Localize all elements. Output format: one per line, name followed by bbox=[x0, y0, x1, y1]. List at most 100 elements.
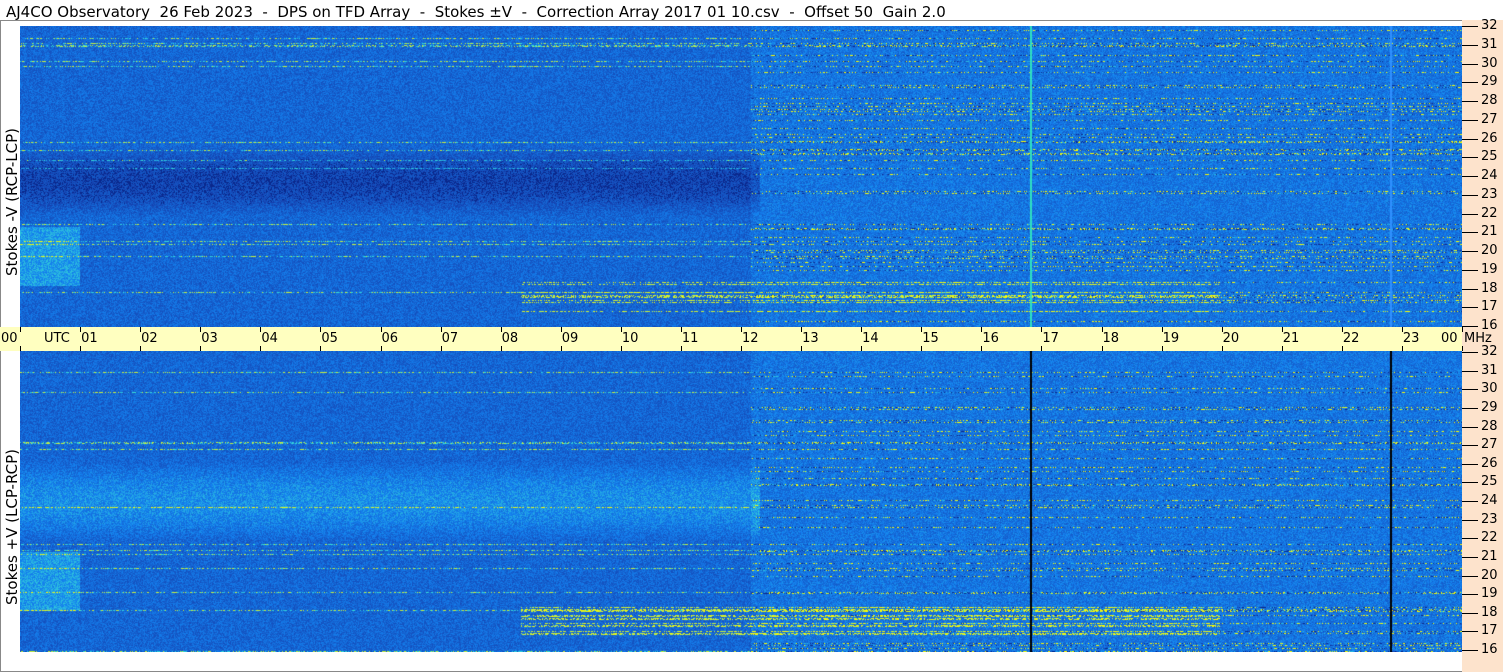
x-tick-label: 14 bbox=[862, 331, 879, 346]
y-tick bbox=[1462, 44, 1478, 46]
y-tick bbox=[1462, 612, 1478, 614]
x-tick bbox=[1462, 327, 1463, 332]
x-tick bbox=[260, 327, 262, 332]
x-tick-label: 17 bbox=[1042, 331, 1059, 346]
y-tick-label: 29 bbox=[1481, 74, 1498, 90]
spectrogram-canvas-top bbox=[20, 26, 1462, 327]
spectrogram-canvas-bottom bbox=[20, 351, 1462, 652]
y-tick bbox=[1462, 194, 1478, 196]
y-tick bbox=[1462, 326, 1478, 327]
x-tick-label: 06 bbox=[381, 331, 399, 346]
y-tick bbox=[1462, 269, 1478, 271]
x-tick bbox=[1221, 346, 1223, 351]
y-tick bbox=[1462, 119, 1478, 121]
y-tick bbox=[1462, 307, 1478, 309]
y-tick-label: 17 bbox=[1481, 299, 1498, 315]
spectrogram-stokes-minus-v bbox=[20, 26, 1462, 327]
x-tick bbox=[1041, 327, 1043, 332]
x-tick bbox=[380, 346, 382, 351]
y-tick-label: 32 bbox=[1481, 18, 1498, 33]
x-tick bbox=[861, 346, 863, 351]
y-tick bbox=[1462, 82, 1478, 84]
y-tick-label: 18 bbox=[1481, 280, 1498, 296]
x-tick bbox=[981, 346, 983, 351]
y-tick-label: 29 bbox=[1481, 399, 1498, 415]
y-tick bbox=[1462, 407, 1478, 409]
x-tick-label: 15 bbox=[922, 331, 939, 346]
x-tick-label: 04 bbox=[261, 331, 278, 346]
y-label-top: Stokes -V (RCP-LCP) bbox=[3, 128, 21, 276]
y-tick-label: 31 bbox=[1481, 362, 1498, 378]
x-tick-label: 13 bbox=[802, 331, 819, 346]
frequency-axis bbox=[1462, 20, 1503, 672]
x-tick-label: 01 bbox=[81, 331, 98, 346]
x-tick bbox=[981, 327, 983, 332]
y-tick bbox=[1462, 389, 1478, 391]
y-tick-label: 27 bbox=[1481, 111, 1498, 127]
x-tick bbox=[1341, 327, 1343, 332]
x-tick bbox=[500, 327, 502, 332]
x-tick bbox=[1341, 346, 1343, 351]
x-tick bbox=[620, 346, 622, 351]
x-tick bbox=[440, 346, 442, 351]
x-tick bbox=[20, 346, 21, 351]
y-tick bbox=[1462, 352, 1478, 353]
x-tick-label: 16 bbox=[982, 331, 999, 346]
y-tick-label: 28 bbox=[1481, 418, 1498, 434]
x-tick-label: 22 bbox=[1342, 331, 1360, 346]
y-tick-label: 26 bbox=[1481, 130, 1498, 146]
y-tick bbox=[1462, 575, 1478, 577]
y-tick-label: 20 bbox=[1481, 243, 1498, 258]
x-tick-label: 18 bbox=[1102, 331, 1120, 346]
y-tick-label: 17 bbox=[1481, 623, 1498, 639]
y-tick bbox=[1462, 519, 1478, 521]
x-tick bbox=[801, 327, 803, 332]
x-tick bbox=[1161, 346, 1163, 351]
y-tick-label: 25 bbox=[1481, 149, 1498, 165]
x-tick bbox=[620, 327, 622, 332]
y-unit-label: MHz bbox=[1464, 331, 1492, 346]
x-tick-label: 02 bbox=[141, 331, 158, 346]
x-tick-label: 09 bbox=[561, 331, 579, 346]
y-tick-label: 23 bbox=[1481, 511, 1498, 527]
y-tick-label: 23 bbox=[1481, 186, 1498, 202]
y-tick-label: 22 bbox=[1481, 530, 1498, 546]
y-tick bbox=[1462, 370, 1478, 372]
y-tick-label: 20 bbox=[1481, 567, 1498, 583]
x-tick bbox=[140, 346, 142, 351]
spectrogram-stokes-plus-v bbox=[20, 351, 1462, 652]
y-label-bottom: Stokes +V (LCP-RCP) bbox=[3, 449, 21, 605]
y-tick-label: 16 bbox=[1481, 318, 1498, 333]
x-tick-label: 19 bbox=[1162, 331, 1180, 346]
x-tick-label: 07 bbox=[441, 331, 459, 346]
x-tick bbox=[1401, 327, 1403, 332]
x-tick bbox=[921, 327, 923, 332]
x-tick bbox=[140, 327, 142, 332]
y-tick bbox=[1462, 594, 1478, 596]
y-tick-label: 18 bbox=[1481, 604, 1498, 620]
x-tick-label: 00 bbox=[1441, 331, 1458, 346]
x-tick bbox=[680, 327, 682, 332]
y-tick-label: 26 bbox=[1481, 455, 1498, 471]
x-tick bbox=[380, 327, 382, 332]
x-tick-label: 00 bbox=[1, 331, 18, 346]
x-tick bbox=[200, 327, 202, 332]
x-tick-label: 03 bbox=[201, 331, 218, 346]
y-tick bbox=[1462, 26, 1478, 27]
y-tick-label: 27 bbox=[1481, 437, 1498, 453]
x-tick bbox=[320, 327, 322, 332]
y-tick-label: 30 bbox=[1481, 55, 1498, 71]
x-tick bbox=[741, 327, 742, 332]
x-tick bbox=[861, 327, 863, 332]
y-tick-label: 21 bbox=[1481, 548, 1498, 564]
x-tick bbox=[921, 346, 923, 351]
y-tick bbox=[1462, 538, 1478, 540]
x-tick bbox=[1161, 327, 1163, 332]
y-tick-label: 31 bbox=[1481, 36, 1498, 52]
y-tick bbox=[1462, 463, 1478, 465]
x-tick-label: 12 bbox=[742, 331, 759, 346]
y-tick-label: 19 bbox=[1481, 586, 1498, 602]
x-tick bbox=[741, 346, 742, 351]
y-tick bbox=[1462, 101, 1478, 102]
y-tick bbox=[1462, 445, 1478, 447]
